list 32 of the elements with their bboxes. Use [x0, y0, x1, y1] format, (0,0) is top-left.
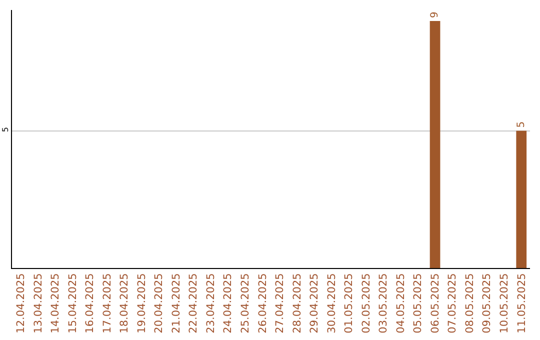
x-tick-label: 18.04.2025: [118, 273, 131, 334]
x-tick-label: 14.04.2025: [50, 273, 62, 334]
x-tick-label: 05.05.2025: [412, 273, 424, 334]
x-tick-label: 28.04.2025: [291, 273, 304, 334]
x-tick-label: 21.04.2025: [170, 273, 182, 334]
x-tick-label: 07.05.2025: [446, 273, 459, 334]
x-tick-label: 29.04.2025: [308, 273, 321, 334]
x-tick-label: 12.04.2025: [15, 273, 28, 334]
x-tick-label: 02.05.2025: [360, 273, 372, 334]
x-tick-label: 27.04.2025: [274, 273, 286, 334]
x-tick-label: 01.05.2025: [343, 273, 356, 334]
x-tick-label: 23.04.2025: [204, 273, 217, 334]
x-tick-label: 03.05.2025: [378, 273, 390, 334]
x-tick-label: 15.04.2025: [66, 273, 79, 334]
x-tick-label: 22.04.2025: [188, 273, 200, 334]
x-tick-label: 20.04.2025: [153, 273, 166, 334]
x-tick-label: 08.05.2025: [464, 273, 476, 334]
x-tick-label: 10.05.2025: [498, 273, 511, 334]
x-tick-label: 17.04.2025: [101, 273, 114, 334]
x-tick-label: 09.05.2025: [481, 273, 494, 334]
x-tick-label: 06.05.2025: [429, 273, 442, 334]
x-tick-label: 04.05.2025: [394, 273, 407, 334]
x-tick-label: 30.04.2025: [326, 273, 338, 334]
x-tick-label: 11.05.2025: [516, 273, 528, 334]
x-tick-label: 16.04.2025: [84, 273, 96, 334]
data-label: 9: [430, 12, 441, 18]
x-tick-label: 25.04.2025: [240, 273, 252, 334]
x-tick-label: 26.04.2025: [256, 273, 269, 334]
x-tick-label: 19.04.2025: [136, 273, 148, 334]
x-tick-label: 13.04.2025: [32, 273, 44, 334]
data-label: 5: [516, 121, 527, 128]
x-tick-label: 24.04.2025: [222, 273, 234, 334]
